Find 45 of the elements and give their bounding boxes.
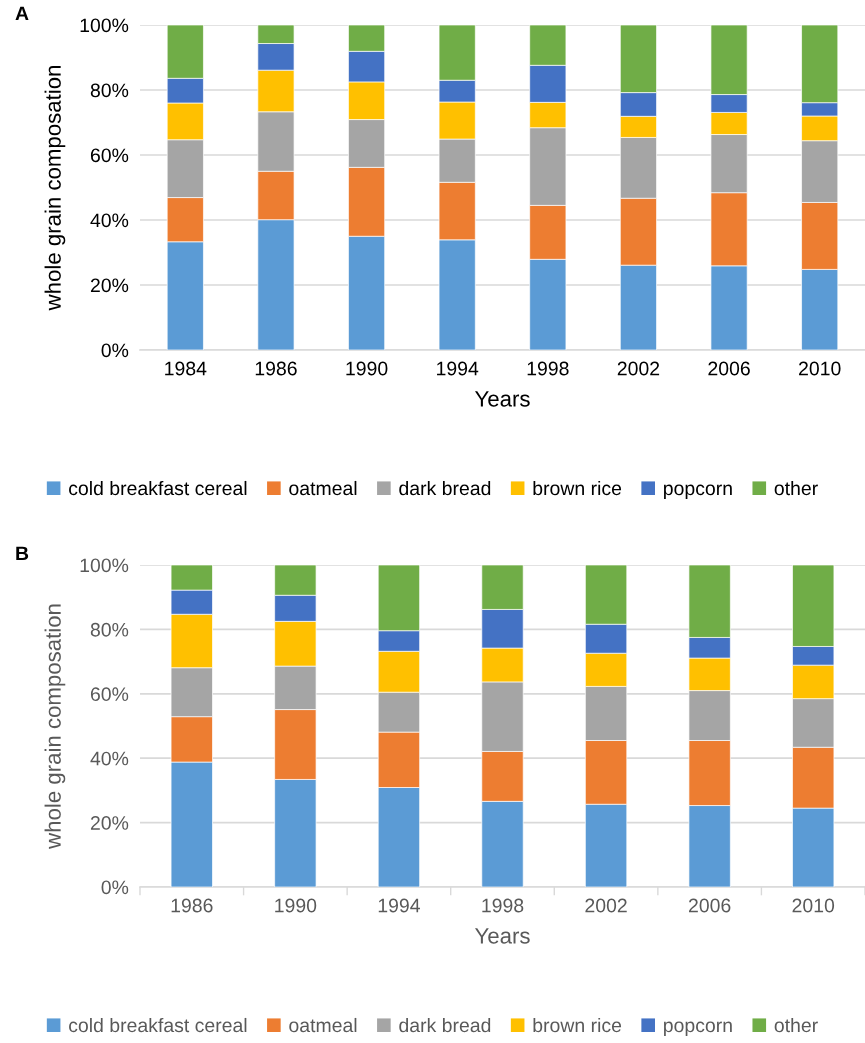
x-tick-label: 2002 xyxy=(617,361,660,376)
y-tick-label: 0% xyxy=(101,343,129,358)
y-tick-label: 0% xyxy=(101,880,129,895)
x-tick-label: 1994 xyxy=(378,898,420,913)
legend-label: dark bread xyxy=(399,480,491,496)
y-tick-label: 40% xyxy=(90,751,129,766)
legend-label: brown rice xyxy=(533,1017,622,1033)
y-tick-label: 60% xyxy=(90,687,129,702)
legend-label: popcorn xyxy=(664,484,732,500)
y-tick-label: 40% xyxy=(90,213,129,228)
chart-title: A xyxy=(15,6,29,21)
legend-label: dark bread xyxy=(399,1017,491,1033)
legend-label: oatmeal xyxy=(289,480,357,496)
chart-title: B xyxy=(16,546,29,561)
x-tick-label: 1984 xyxy=(165,361,207,376)
legend-label: oatmeal xyxy=(289,1017,357,1033)
x-axis-title: Years xyxy=(474,928,530,944)
y-tick-label: 100% xyxy=(80,18,129,33)
legend-label: other xyxy=(774,1017,818,1033)
y-tick-label: 20% xyxy=(90,816,129,830)
y-tick-label: 100% xyxy=(80,558,129,573)
x-tick-label: 2006 xyxy=(708,361,750,376)
x-tick-label: 2006 xyxy=(689,898,731,913)
x-tick-label: 1994 xyxy=(437,361,479,376)
y-tick-label: 80% xyxy=(90,622,129,637)
x-axis-title: Years xyxy=(474,391,530,407)
y-axis-title: whole grain composation xyxy=(44,604,66,849)
legend-label: cold breakfast cereal xyxy=(69,480,247,496)
y-tick-label: 60% xyxy=(90,148,129,163)
y-axis-title: whole grain composation xyxy=(44,66,66,311)
x-tick-label: 1990 xyxy=(346,361,388,376)
x-tick-label: 1998 xyxy=(527,361,569,376)
x-tick-label: 1986 xyxy=(255,361,297,376)
x-tick-label: 2002 xyxy=(585,898,627,913)
legend-label: cold breakfast cereal xyxy=(69,1017,247,1033)
x-tick-label: 1986 xyxy=(171,898,213,913)
x-tick-label: 1990 xyxy=(275,898,317,913)
x-tick-label: 1998 xyxy=(482,898,524,913)
legend-label: brown rice xyxy=(533,480,622,496)
y-tick-label: 80% xyxy=(90,83,129,98)
x-tick-label: 2010 xyxy=(799,361,841,376)
legend-label: popcorn xyxy=(664,1021,732,1037)
legend-label: other xyxy=(774,480,818,496)
x-tick-label: 2010 xyxy=(792,898,835,913)
y-tick-label: 20% xyxy=(90,278,129,293)
